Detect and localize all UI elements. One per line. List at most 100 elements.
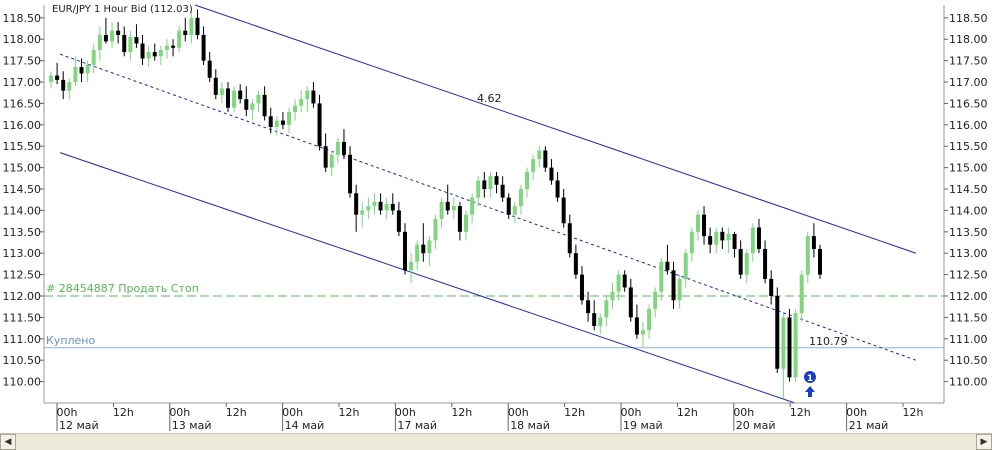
y-tick-label-right: 112.00 xyxy=(949,290,988,303)
y-tick-label-left: 116.00 xyxy=(3,119,42,132)
candle-body xyxy=(702,214,707,237)
candle-body xyxy=(409,261,414,271)
candle-body xyxy=(659,261,664,292)
candle-body xyxy=(769,278,774,297)
candle-body xyxy=(238,90,243,100)
channel-upper-line xyxy=(194,4,917,254)
x-hour-label: 12h xyxy=(790,406,811,419)
y-tick-label-right: 111.00 xyxy=(949,333,988,346)
candle-body xyxy=(641,330,646,335)
scroll-left-icon[interactable]: ◀ xyxy=(0,434,16,450)
candle-body xyxy=(695,214,700,232)
candle-body xyxy=(61,79,66,91)
candle-body xyxy=(622,274,627,288)
y-tick-label-left: 113.50 xyxy=(3,226,42,239)
y-tick-label-left: 117.00 xyxy=(3,76,42,89)
candle-body xyxy=(244,99,249,110)
candle-body xyxy=(732,233,737,249)
candle-body xyxy=(128,37,133,53)
candle-body xyxy=(396,210,401,232)
y-tick-label-left: 115.00 xyxy=(3,162,42,175)
x-hour-label: 12h xyxy=(564,406,585,419)
y-tick-label-left: 111.50 xyxy=(3,311,42,324)
candle-body xyxy=(201,34,206,61)
candle-body xyxy=(366,206,371,211)
candle-body xyxy=(73,67,78,83)
x-day-label: 20 май xyxy=(736,419,776,432)
candle-body xyxy=(421,244,426,254)
horizontal-scrollbar[interactable] xyxy=(0,433,992,450)
candle-body xyxy=(384,204,389,211)
y-tick-label-right: 114.50 xyxy=(949,183,988,196)
candle-body xyxy=(323,146,328,168)
candle-body xyxy=(793,313,798,378)
candle-body xyxy=(274,120,279,127)
x-hour-label: 12h xyxy=(451,406,472,419)
y-tick-label-right: 115.00 xyxy=(949,162,988,175)
y-tick-label-left: 114.50 xyxy=(3,183,42,196)
candle-body xyxy=(567,223,572,254)
candle-body xyxy=(329,154,334,168)
candle-body xyxy=(146,52,151,59)
x-hour-label: 12h xyxy=(113,406,134,419)
candle-body xyxy=(604,300,609,318)
x-hour-label: 00h xyxy=(846,406,867,419)
candle-body xyxy=(152,52,157,57)
y-tick-label-left: 110.00 xyxy=(3,376,42,389)
candle-body xyxy=(317,103,322,147)
candle-body xyxy=(561,197,566,224)
candle-body xyxy=(683,253,688,279)
candle-body xyxy=(464,214,469,232)
candle-body xyxy=(250,103,255,110)
candle-body xyxy=(811,236,816,249)
y-tick-label-left: 113.00 xyxy=(3,247,42,260)
y-tick-label-left: 110.50 xyxy=(3,354,42,367)
candle-body xyxy=(518,189,523,207)
candle-body xyxy=(549,167,554,181)
candle-body xyxy=(750,227,755,254)
candle-body xyxy=(256,94,261,104)
y-tick-label-right: 116.50 xyxy=(949,97,988,110)
candle-body xyxy=(415,244,420,262)
channel-width-label: 4.62 xyxy=(477,92,502,105)
candle-body xyxy=(305,90,310,100)
channel-middle-line xyxy=(59,53,917,361)
y-tick-label-right: 110.00 xyxy=(949,376,988,389)
candle-body xyxy=(470,197,475,215)
candle-body xyxy=(738,248,743,275)
candle-body xyxy=(671,270,676,301)
candle-body xyxy=(665,261,670,271)
candle-body xyxy=(348,154,353,194)
x-hour-label: 12h xyxy=(339,406,360,419)
candle-body xyxy=(433,218,438,241)
x-hour-label: 00h xyxy=(282,406,303,419)
scroll-right-icon[interactable]: ▶ xyxy=(976,434,992,450)
candle-body xyxy=(232,90,237,108)
candle-body xyxy=(488,176,493,190)
candle-body xyxy=(225,88,230,108)
chart-title: EUR/JPY 1 Hour Bid (112.03) xyxy=(52,4,193,15)
y-tick-label-right: 118.50 xyxy=(949,12,988,25)
trade-marker-icon xyxy=(804,371,816,383)
candle-body xyxy=(628,287,633,318)
candle-body xyxy=(55,75,60,80)
x-hour-label: 00h xyxy=(621,406,642,419)
candle-body xyxy=(280,120,285,125)
candle-body xyxy=(647,308,652,331)
x-day-label: 19 май xyxy=(623,419,663,432)
channel-lower-line xyxy=(59,152,796,404)
y-tick-label-right: 117.00 xyxy=(949,76,988,89)
x-day-label: 17 май xyxy=(397,419,437,432)
candle-body xyxy=(341,141,346,155)
candle-body xyxy=(744,253,749,275)
x-day-label: 21 май xyxy=(849,419,889,432)
candle-body xyxy=(85,64,90,74)
candle-body xyxy=(525,171,530,190)
candle-body xyxy=(91,49,96,65)
candle-body xyxy=(189,17,194,35)
candle-body xyxy=(781,317,786,369)
candle-body xyxy=(134,37,139,44)
candle-body xyxy=(79,67,84,74)
y-tick-label-left: 114.00 xyxy=(3,204,42,217)
